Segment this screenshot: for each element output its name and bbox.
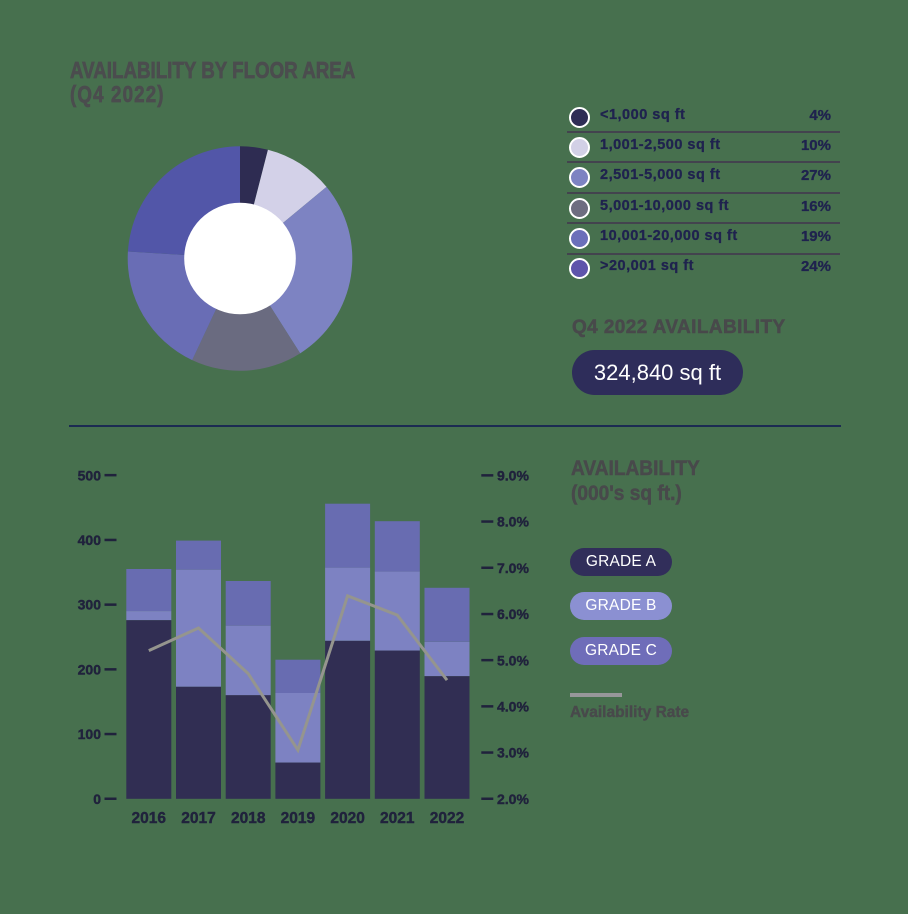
svg-text:5.0%: 5.0%: [497, 652, 529, 668]
svg-text:7.0%: 7.0%: [497, 560, 529, 576]
svg-text:8.0%: 8.0%: [497, 514, 529, 530]
svg-text:200: 200: [78, 662, 102, 678]
svg-text:500: 500: [78, 467, 102, 483]
svg-text:100: 100: [78, 726, 102, 742]
svg-text:2016: 2016: [132, 810, 167, 827]
svg-text:400: 400: [78, 532, 102, 548]
svg-text:2.0%: 2.0%: [497, 791, 529, 807]
svg-text:300: 300: [78, 597, 102, 613]
svg-text:3.0%: 3.0%: [497, 745, 529, 761]
svg-text:4.0%: 4.0%: [497, 699, 529, 715]
svg-text:2019: 2019: [281, 810, 316, 827]
svg-text:2021: 2021: [380, 810, 415, 827]
svg-text:0: 0: [93, 791, 101, 807]
svg-text:2020: 2020: [330, 810, 364, 827]
svg-text:6.0%: 6.0%: [497, 606, 529, 622]
svg-text:2018: 2018: [231, 810, 266, 827]
svg-text:2022: 2022: [430, 810, 464, 827]
svg-text:9.0%: 9.0%: [497, 468, 529, 484]
svg-text:2017: 2017: [181, 810, 215, 827]
